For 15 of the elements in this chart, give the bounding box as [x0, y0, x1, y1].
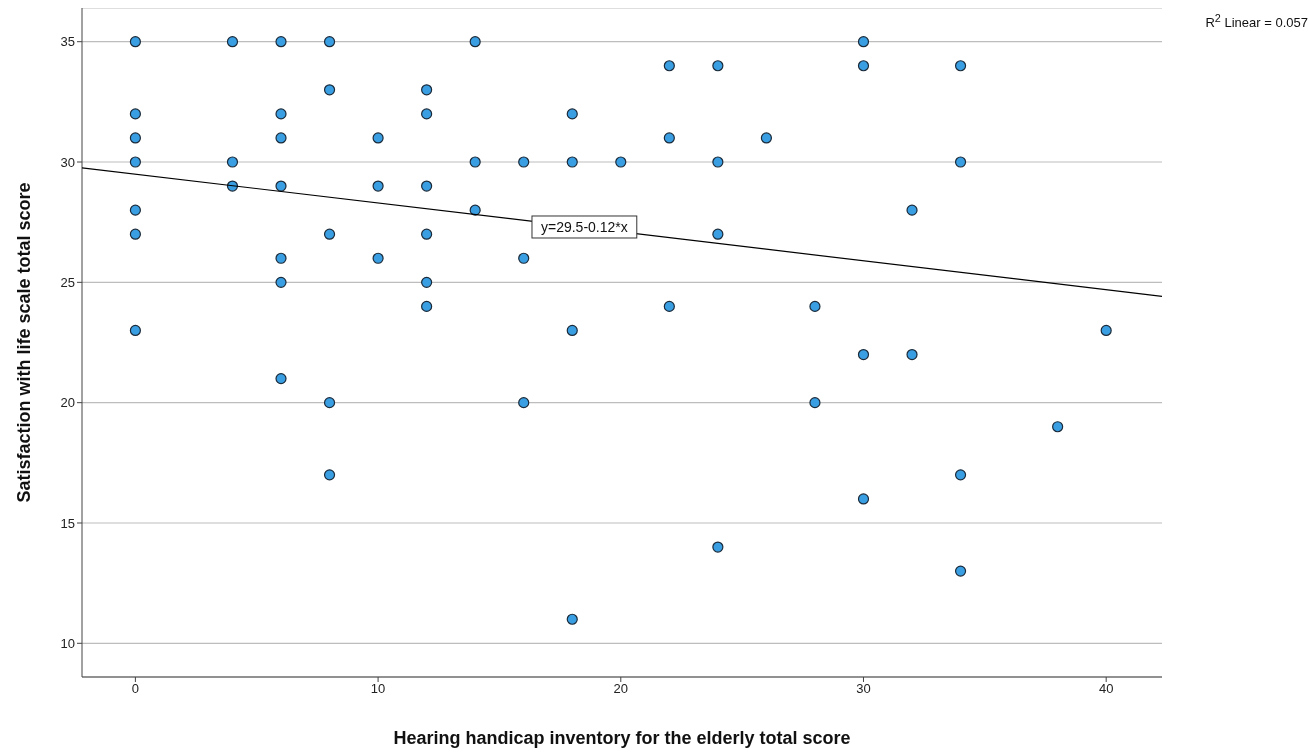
x-tick-label: 40	[1098, 681, 1114, 697]
x-axis-title: Hearing handicap inventory for the elderly total score	[393, 728, 851, 748]
y-tick-label: 15	[60, 515, 75, 531]
y-tick-label: 10	[60, 635, 75, 651]
annotation: y=29.5-0.12*x	[540, 218, 628, 235]
text: R$^{2}$ Linear = 0.057	[1205, 12, 1308, 31]
y-tick-label: 30	[60, 154, 75, 170]
y-tick-label: 25	[60, 274, 75, 290]
y-axis-title: Satisfaction with life scale total score	[14, 182, 34, 503]
x-tick-label: 0	[131, 681, 140, 697]
y-tick-label: 35	[60, 34, 75, 50]
y-tick-label: 20	[60, 395, 75, 411]
x-tick-label: 20	[613, 681, 629, 697]
x-tick-label: 10	[370, 681, 386, 697]
x-tick-label: 30	[856, 681, 871, 697]
